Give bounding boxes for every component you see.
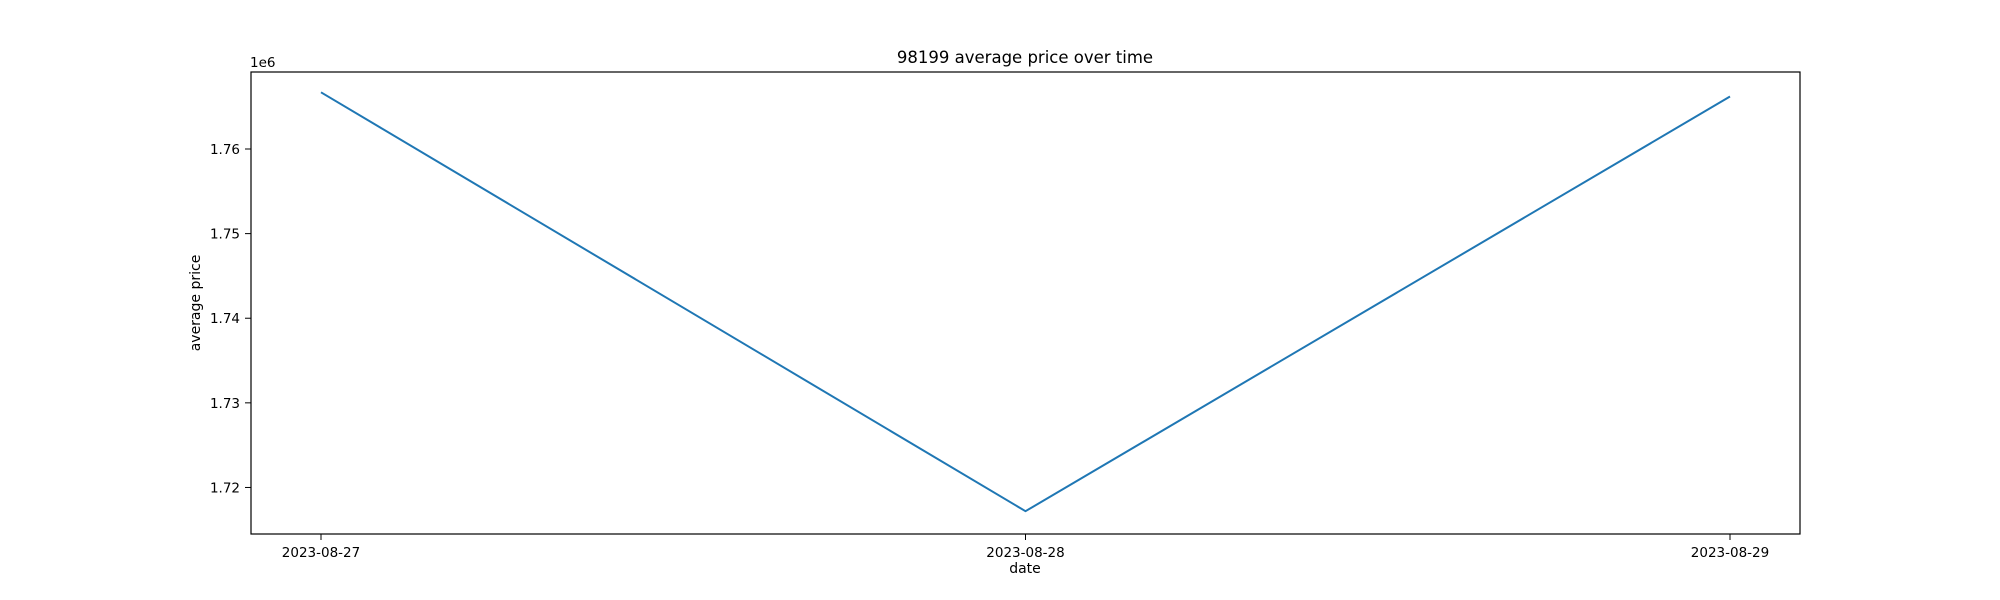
x-tick-label: 2023-08-27: [282, 545, 360, 561]
y-tick-label: 1.76: [210, 142, 240, 158]
y-tick-label: 1.72: [210, 480, 240, 496]
x-tick-label: 2023-08-29: [1691, 545, 1769, 561]
x-axis-label: date: [1009, 561, 1041, 577]
x-tick-label: 2023-08-28: [986, 545, 1064, 561]
chart-title: 98199 average price over time: [897, 48, 1153, 67]
y-tick-label: 1.74: [210, 311, 240, 327]
series-layer: [320, 91, 1731, 513]
x-axis-ticks: 2023-08-27 2023-08-28 2023-08-29: [282, 534, 1769, 561]
plot-frame: [250, 71, 1801, 535]
y-axis-ticks: 1.72 1.73 1.74 1.75 1.76: [210, 142, 251, 496]
y-axis-label: average price: [188, 255, 204, 352]
y-tick-label: 1.73: [210, 396, 240, 412]
y-axis-offset-label: 1e6: [250, 55, 275, 71]
y-tick-label: 1.75: [210, 227, 240, 243]
